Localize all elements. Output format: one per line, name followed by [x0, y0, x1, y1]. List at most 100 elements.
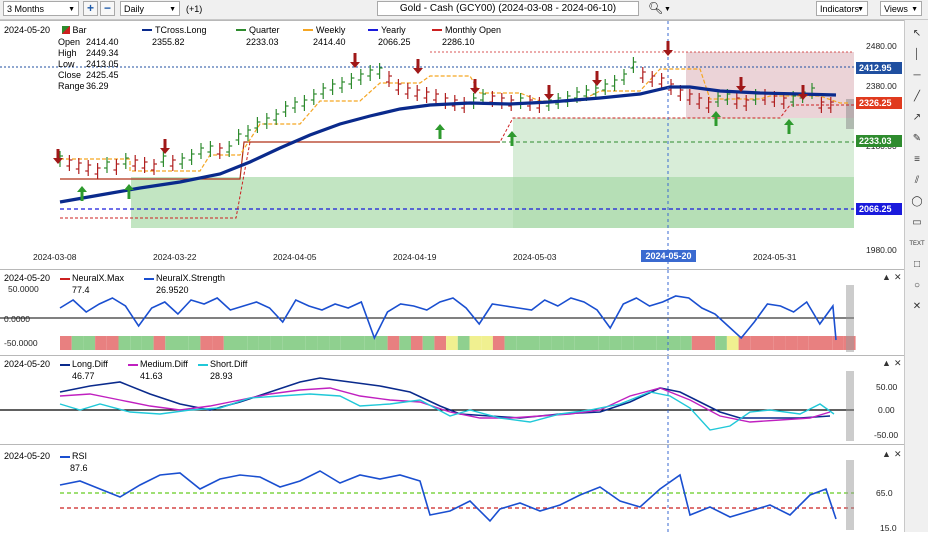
- zoom-in-button[interactable]: +: [83, 1, 98, 16]
- neural-color-block: [481, 336, 493, 350]
- neural-color-block: [633, 336, 645, 350]
- neural-color-block: [621, 336, 634, 350]
- neural-color-block: [270, 336, 283, 350]
- y-tick-label: 50.0000: [8, 284, 39, 294]
- neural-color-block: [282, 336, 294, 350]
- quarter-zone: [131, 177, 854, 228]
- quarter-step-line: [60, 141, 500, 180]
- last-bar-shade: [846, 371, 854, 441]
- legend-value: 2066.25: [378, 37, 411, 47]
- down-arrow-icon: [798, 94, 808, 100]
- neural-color-block: [797, 336, 809, 350]
- ellipse-icon: ◯: [911, 196, 923, 207]
- neural-color-block: [258, 336, 271, 350]
- y-tick-label: 50.00: [876, 382, 898, 392]
- offset-label[interactable]: (+1): [186, 4, 203, 14]
- neural-color-block: [668, 336, 681, 350]
- rsi-panel[interactable]: 2024-05-20 RSI 87.6 65.0 15.0 ▲ ✕: [0, 444, 904, 533]
- rsi-date: 2024-05-20: [4, 451, 51, 461]
- indicators-button[interactable]: Indicators ▼: [816, 1, 868, 16]
- ellipse-tool-button[interactable]: ◯: [909, 194, 925, 210]
- ohlc-value: 2449.34: [86, 48, 119, 58]
- arrow-tool-button[interactable]: ↖: [909, 26, 925, 42]
- down-arrow-icon: [353, 53, 357, 62]
- neural-color-block: [399, 336, 411, 350]
- monthly-zone: [513, 118, 854, 228]
- legend-value: 26.9520: [156, 285, 189, 295]
- period-select[interactable]: 3 Months ▼: [3, 1, 79, 16]
- close-panel-button[interactable]: ✕: [894, 449, 902, 459]
- x-tick-label: 2024-05-31: [753, 252, 797, 262]
- ray-tool-button[interactable]: ↗: [909, 110, 925, 126]
- delete-tool-button[interactable]: ✕: [909, 299, 925, 315]
- neural-color-block: [340, 336, 353, 350]
- chevron-down-icon[interactable]: ▼: [664, 6, 671, 13]
- neural-color-block: [118, 336, 131, 350]
- text-tool-button[interactable]: TEXT: [909, 236, 925, 252]
- views-button[interactable]: Views ▼: [880, 1, 922, 16]
- y-tick-label: 2480.00: [866, 41, 897, 51]
- x-tick-label: 2024-04-05: [273, 252, 317, 262]
- up-arrow-icon: [435, 124, 445, 130]
- search-icon[interactable]: 🔍︎: [648, 1, 664, 15]
- legend-value: 2233.03: [246, 37, 279, 47]
- neural-color-block: [387, 336, 400, 350]
- neural-color-block: [352, 336, 365, 350]
- fibonacci-tool-button[interactable]: ≡: [909, 152, 925, 168]
- symbol-title[interactable]: Gold - Cash (GCY00) (2024-03-08 - 2024-0…: [377, 1, 639, 16]
- rsi-line: [59, 470, 837, 523]
- neural-color-block: [528, 336, 540, 350]
- pen-tool-button[interactable]: ✎: [909, 131, 925, 147]
- minimize-panel-button[interactable]: ▲: [882, 449, 891, 459]
- neural-color-block: [446, 336, 458, 350]
- minimize-panel-button[interactable]: ▲: [882, 272, 891, 282]
- down-arrow-icon: [160, 148, 170, 154]
- neural-strength-line: [59, 295, 837, 341]
- legend-name: RSI: [72, 451, 88, 461]
- period-value: 3 Months: [7, 4, 45, 14]
- rectangle-tool-button[interactable]: □: [909, 257, 925, 273]
- neural-color-block: [726, 336, 739, 350]
- neural-color-block: [329, 336, 341, 350]
- bar-legend: Bar: [62, 25, 87, 35]
- zoom-out-button[interactable]: −: [100, 1, 115, 16]
- neural-color-block: [247, 336, 259, 350]
- up-arrow-icon: [80, 192, 84, 201]
- minimize-panel-button[interactable]: ▲: [882, 358, 891, 368]
- horizontal-line-tool-button[interactable]: ─: [909, 68, 925, 84]
- neural-color-block: [375, 336, 388, 350]
- y-tick-label: 15.0: [880, 523, 897, 533]
- interval-value: Daily: [124, 4, 145, 14]
- vertical-line-tool-button[interactable]: │: [909, 47, 925, 63]
- close-panel-button[interactable]: ✕: [894, 272, 902, 282]
- resistance-zone: [686, 52, 854, 118]
- trend-line-icon: ╱: [913, 91, 921, 102]
- legend-value: 46.77: [72, 371, 95, 381]
- chevron-down-icon: ▼: [68, 6, 75, 13]
- price-date: 2024-05-20: [4, 25, 51, 35]
- trend-line-tool-button[interactable]: ╱: [909, 89, 925, 105]
- tcross-long-line: [59, 85, 837, 204]
- last-bar-shade: [846, 460, 854, 530]
- neural-color-block: [153, 336, 166, 350]
- diff-panel[interactable]: 2024-05-20 Long.Diff 46.77 Medium.Diff 41.6…: [0, 355, 904, 444]
- ohlc-value: 36.29: [86, 81, 109, 91]
- bar-label: Bar: [72, 25, 87, 35]
- price-panel[interactable]: 2024-05-20 Bar Open 2414.40 High 2449.34 Low…: [0, 20, 904, 269]
- callout-tool-button[interactable]: ▭: [909, 215, 925, 231]
- down-arrow-icon: [595, 71, 599, 80]
- circle-tool-button[interactable]: ○: [909, 278, 925, 294]
- close-panel-button[interactable]: ✕: [894, 358, 902, 368]
- up-arrow-icon: [438, 130, 442, 139]
- neural-color-block: [574, 336, 587, 350]
- neural-color-block: [106, 336, 119, 350]
- toolbar: 3 Months ▼ + − Daily ▼ (+1) Gold - Cash (G…: [0, 0, 928, 20]
- legend-name: Short.Diff: [210, 359, 248, 369]
- interval-select[interactable]: Daily ▼: [120, 1, 180, 16]
- neural-panel[interactable]: 2024-05-20 NeuralX.Max 77.4 NeuralX.Streng…: [0, 269, 904, 355]
- ohlc-value: 2425.45: [86, 70, 119, 80]
- channel-tool-button[interactable]: ⫽: [909, 173, 925, 189]
- down-arrow-icon: [473, 79, 477, 88]
- legend-value: 87.6: [70, 463, 88, 473]
- neural-color-block: [832, 336, 844, 350]
